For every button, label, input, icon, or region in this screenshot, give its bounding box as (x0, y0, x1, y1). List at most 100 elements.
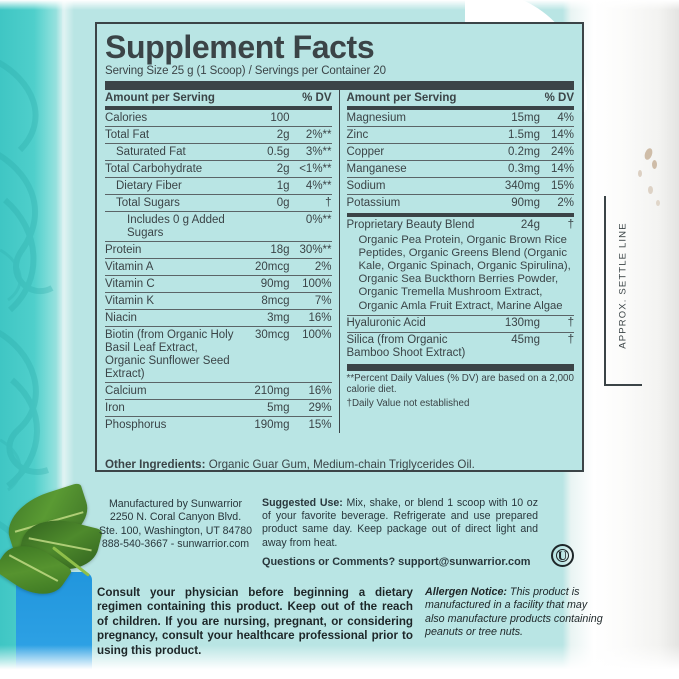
footnote-percent-dv: **Percent Daily Values (% DV) are based … (346, 372, 574, 396)
nutrient-name: Calcium (105, 384, 147, 397)
table-row: Vitamin C 90mg 100% (105, 275, 332, 292)
nutrient-dv: 24% (550, 145, 574, 158)
table-row: Sodium 340mg 15% (346, 177, 574, 194)
allergen-notice: Allergen Notice: This product is manufac… (425, 586, 603, 640)
package-speck (652, 160, 657, 169)
nutrient-dv: 30%** (299, 243, 332, 256)
footnote-divider-bar (346, 363, 574, 371)
package-top-highlight (0, 0, 679, 10)
nutrition-column-left: Amount per Serving % DV Calories 100 Tot… (105, 90, 340, 433)
nutrient-amount: 20mcg (254, 260, 290, 273)
nutrient-dv: 7% (314, 294, 332, 307)
nutrient-amount: 15mg (511, 111, 540, 124)
decorative-swirl-pattern (0, 59, 54, 621)
suggested-use-block: Suggested Use: Mix, shake, or blend 1 sc… (262, 497, 538, 550)
nutrient-name: Biotin (from Organic Holy Basil Leaf Ext… (105, 328, 234, 380)
nutrient-dv: 14% (550, 128, 574, 141)
settle-line-indicator: APPROX. SETTLE LINE (604, 196, 642, 386)
nutrient-amount: 0.3mg (508, 162, 540, 175)
nutrient-dv: 15% (550, 179, 574, 192)
manufacturer-line-3: Ste. 100, Washington, UT 84780 (98, 524, 253, 537)
nutrient-name: Niacin (105, 311, 137, 324)
nutrient-name: Vitamin C (105, 277, 155, 290)
blend-ingredient-list: Organic Pea Protein, Organic Brown Rice … (358, 233, 571, 312)
manufacturer-line-2: 2250 N. Coral Canyon Blvd. (109, 511, 242, 524)
nutrient-dv: † (567, 317, 574, 330)
questions-line: Questions or Comments? support@sunwarrio… (262, 556, 531, 568)
table-row: Potassium 90mg 2% (346, 194, 574, 211)
nutrient-dv: 16% (308, 384, 332, 397)
nutrient-dv: † (325, 196, 332, 209)
left-header-divider (105, 106, 332, 110)
manufacturer-contact: 888-540-3667 - sunwarrior.com (101, 538, 250, 551)
suggested-use-text: Mix, shake, or blend 1 scoop with 10 oz … (262, 497, 538, 549)
column-header-left: Amount per Serving % DV (105, 90, 332, 106)
blend-divider-bar (346, 213, 574, 217)
nutrient-amount: 210mg (254, 384, 290, 397)
table-row: Vitamin A 20mcg 2% (105, 258, 332, 275)
nutrient-dv: 16% (308, 311, 332, 324)
allergen-notice-text: This product is manufactured in a facili… (425, 586, 603, 639)
table-row: Silica (from Organic Bamboo Shoot Extrac… (346, 331, 574, 362)
nutrient-name: Phosphorus (105, 418, 167, 431)
nutrient-amount: 2g (276, 128, 290, 141)
nutrient-amount: 45mg (511, 334, 540, 347)
nutrient-name: Vitamin K (105, 294, 155, 307)
other-ingredients: Other Ingredients: Organic Guar Gum, Med… (105, 458, 575, 471)
settle-line-vertical-rule (604, 196, 606, 386)
nutrition-column-right: Amount per Serving % DV Magnesium 15mg 4… (340, 90, 575, 433)
nutrient-dv: 100% (302, 277, 332, 290)
nutrient-dv: 0%** (305, 213, 332, 226)
supplement-facts-title: Supplement Facts (105, 29, 375, 65)
nutrient-name: Copper (346, 145, 385, 158)
nutrient-amount: 130mg (504, 317, 540, 330)
nutrient-name: Sodium (346, 179, 386, 192)
table-row: Biotin (from Organic Holy Basil Leaf Ext… (105, 326, 332, 382)
package-speck (656, 200, 660, 206)
nutrient-name: Calories (105, 111, 148, 124)
nutrient-amount: 2g (276, 162, 290, 175)
package-bottom-highlight (0, 645, 679, 679)
nutrition-columns: Amount per Serving % DV Calories 100 Tot… (105, 90, 574, 433)
table-row: Vitamin K 8mcg 7% (105, 292, 332, 309)
footnote-dagger: †Daily Value not established (346, 397, 470, 409)
nutrient-dv: 2%** (305, 128, 332, 141)
table-row: Phosphorus 190mg 15% (105, 416, 332, 433)
nutrient-name: Manganese (346, 162, 407, 175)
table-row: Protein 18g 30%** (105, 241, 332, 258)
amount-per-serving-header: Amount per Serving (346, 92, 457, 104)
nutrient-dv: 4%** (305, 179, 332, 192)
nutrient-dv: 2% (314, 260, 332, 273)
nutrient-dv: † (567, 334, 574, 347)
package-speck (648, 186, 653, 194)
nutrient-amount: 100 (270, 111, 290, 124)
other-ingredients-value: Organic Guar Gum, Medium-chain Triglycer… (205, 458, 475, 471)
nutrient-name: Hyaluronic Acid (346, 317, 426, 330)
nutrient-amount: 3mg (267, 311, 290, 324)
allergen-notice-label: Allergen Notice: (425, 586, 507, 598)
percent-dv-header: % DV (302, 92, 332, 104)
kosher-letter: U (557, 548, 568, 563)
nutrient-amount: 0.5g (267, 145, 290, 158)
nutrient-dv: 15% (308, 418, 332, 431)
nutrient-amount: 18g (270, 243, 290, 256)
nutrient-name: Protein (105, 243, 142, 256)
table-row: Total Fat 2g 2%** (105, 126, 332, 143)
table-row: Calcium 210mg 16% (105, 382, 332, 399)
title-divider-bar (105, 81, 574, 90)
blend-row: Proprietary Beauty Blend 24g † (347, 217, 575, 234)
nutrient-name: Total Carbohydrate (105, 162, 203, 175)
nutrient-name: Dietary Fiber (116, 179, 182, 192)
table-row: Niacin 3mg 16% (105, 309, 332, 326)
nutrient-amount: 340mg (504, 179, 540, 192)
other-ingredients-label: Other Ingredients: (105, 458, 206, 471)
table-row: Total Carbohydrate 2g <1%** (105, 160, 332, 177)
blend-name: Proprietary Beauty Blend (346, 219, 475, 231)
table-row: Manganese 0.3mg 14% (346, 160, 574, 177)
settle-line-horizontal-rule (604, 384, 642, 386)
nutrient-dv: 100% (302, 328, 332, 341)
nutrient-dv: 14% (550, 162, 574, 175)
nutrient-name: Magnesium (346, 111, 406, 124)
nutrient-amount: 1g (276, 179, 290, 192)
table-row: Zinc 1.5mg 14% (346, 126, 574, 143)
